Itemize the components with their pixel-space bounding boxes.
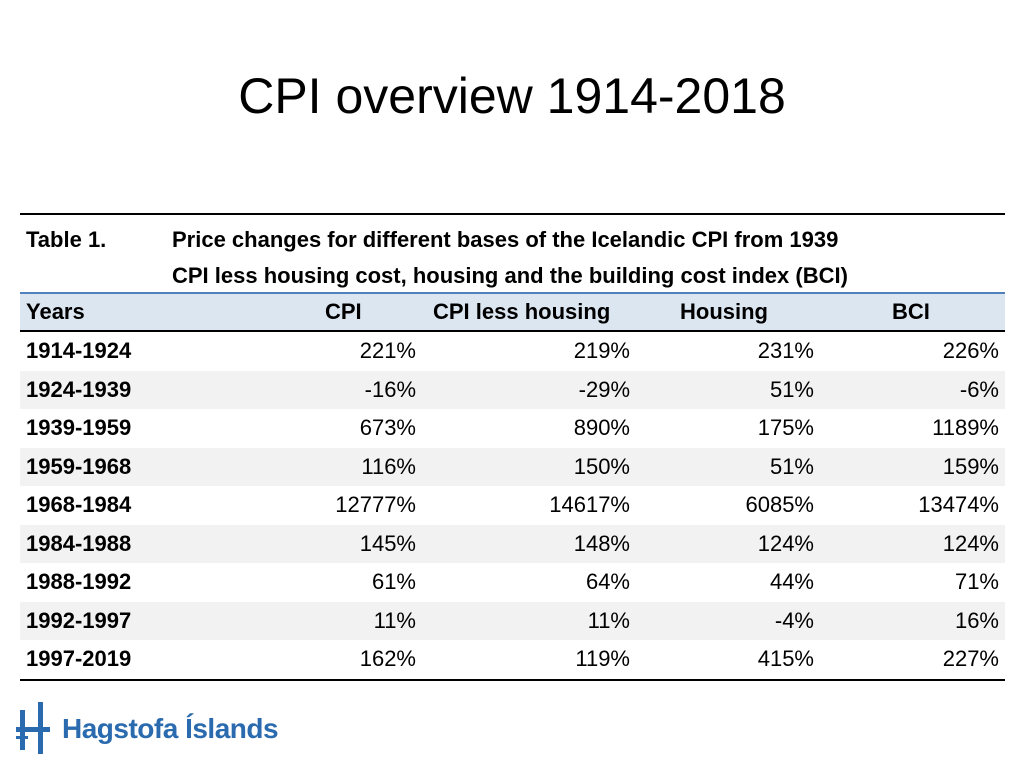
table-row: 1914-1924 221% 219% 231% 226%	[20, 332, 1005, 371]
row-cpi-cell: 61%	[371, 569, 416, 595]
row-cpi-cell: 116%	[361, 453, 416, 479]
row-years-cell: 1997-2019	[26, 646, 132, 672]
hagstofa-logo-text: Hagstofa Íslands	[62, 713, 279, 744]
header-years: Years	[26, 299, 85, 324]
table-row: 1968-1984 12777% 14617% 6085% 13474%	[20, 486, 1005, 525]
table-label: Table 1.	[26, 227, 107, 252]
header-cpi-less-housing: CPI less housing	[433, 299, 611, 324]
row-years-cell: 1924-1939	[26, 376, 132, 402]
header-bci: BCI	[892, 299, 930, 324]
row-cpi-less-housing-cell: -29%	[578, 376, 630, 402]
page-title: CPI overview 1914-2018	[238, 68, 786, 124]
row-cpi-cell: 221%	[359, 338, 416, 364]
header-housing: Housing	[680, 299, 768, 324]
hagstofa-logo-mark-icon	[16, 702, 50, 754]
table-row: 1924-1939 -16% -29% 51% -6%	[20, 370, 1005, 409]
row-cpi-cell: 12777%	[335, 492, 416, 518]
row-cpi-less-housing-cell: 150%	[573, 453, 630, 479]
row-bci-cell: 1189%	[932, 415, 999, 441]
row-cpi-less-housing-cell: 219%	[573, 338, 630, 364]
row-bci-cell: -6%	[959, 376, 999, 402]
row-bci-cell: 71%	[954, 569, 999, 595]
row-bci-cell: 13474%	[918, 492, 999, 518]
table-row: 1992-1997 11% 11% -4% 16%	[20, 601, 1005, 640]
table-row: 1988-1992 61% 64% 44% 71%	[20, 563, 1005, 602]
row-years-cell: 1988-1992	[26, 569, 132, 595]
table-row: 1984-1988 145% 148% 124% 124%	[20, 524, 1005, 563]
hagstofa-logo: Hagstofa Íslands	[16, 700, 296, 756]
table-bottom-rule	[20, 678, 1005, 681]
row-bci-cell: 159%	[942, 453, 999, 479]
row-years-cell: 1959-1968	[26, 453, 132, 479]
row-cpi-less-housing-cell: 890%	[573, 415, 630, 441]
row-housing-cell: 175%	[757, 415, 814, 441]
row-cpi-less-housing-cell: 11%	[587, 607, 630, 633]
row-housing-cell: 6085%	[745, 492, 814, 518]
row-housing-cell: 51%	[769, 376, 814, 402]
row-housing-cell: 231%	[757, 338, 814, 364]
table-body: 1914-1924 221% 219% 231% 226% 1924-1939 -16% -2…	[20, 332, 1005, 679]
row-cpi-cell: 673%	[359, 415, 416, 441]
table-caption-text: Price changes for different bases of the…	[172, 226, 848, 294]
row-cpi-cell: 162%	[359, 646, 416, 672]
row-cpi-cell: -16%	[364, 376, 416, 402]
row-housing-cell: 415%	[757, 646, 814, 672]
header-cpi: CPI	[325, 299, 362, 324]
row-cpi-cell: 145%	[359, 530, 416, 556]
row-bci-cell: 124%	[942, 530, 999, 556]
row-years-cell: 1914-1924	[26, 338, 132, 364]
row-years-cell: 1992-1997	[26, 607, 132, 633]
row-cpi-less-housing-cell: 64%	[585, 569, 630, 595]
row-cpi-less-housing-cell: 119%	[575, 646, 630, 672]
table-caption: Table 1. Price changes for different bas…	[20, 213, 1005, 292]
row-cpi-cell: 11%	[373, 607, 416, 633]
row-housing-cell: 51%	[769, 453, 814, 479]
row-cpi-less-housing-cell: 148%	[573, 530, 630, 556]
row-bci-cell: 227%	[942, 646, 999, 672]
row-years-cell: 1984-1988	[26, 530, 132, 556]
caption-line-2: CPI less housing cost, housing and the b…	[172, 263, 848, 288]
table-header-row: Years CPI CPI less housing Housing BCI	[20, 292, 1005, 332]
row-bci-cell: 226%	[942, 338, 999, 364]
row-years-cell: 1939-1959	[26, 415, 132, 441]
table-row: 1997-2019 162% 119% 415% 227%	[20, 640, 1005, 679]
row-years-cell: 1968-1984	[26, 492, 132, 518]
cpi-table: Table 1. Price changes for different bas…	[20, 213, 1005, 681]
table-row: 1939-1959 673% 890% 175% 1189%	[20, 409, 1005, 448]
row-housing-cell: 44%	[769, 569, 814, 595]
caption-line-1: Price changes for different bases of the…	[172, 227, 839, 252]
row-bci-cell: 16%	[954, 607, 999, 633]
table-row: 1959-1968 116% 150% 51% 159%	[20, 447, 1005, 486]
row-housing-cell: -4%	[774, 607, 814, 633]
row-housing-cell: 124%	[757, 530, 814, 556]
row-cpi-less-housing-cell: 14617%	[549, 492, 630, 518]
